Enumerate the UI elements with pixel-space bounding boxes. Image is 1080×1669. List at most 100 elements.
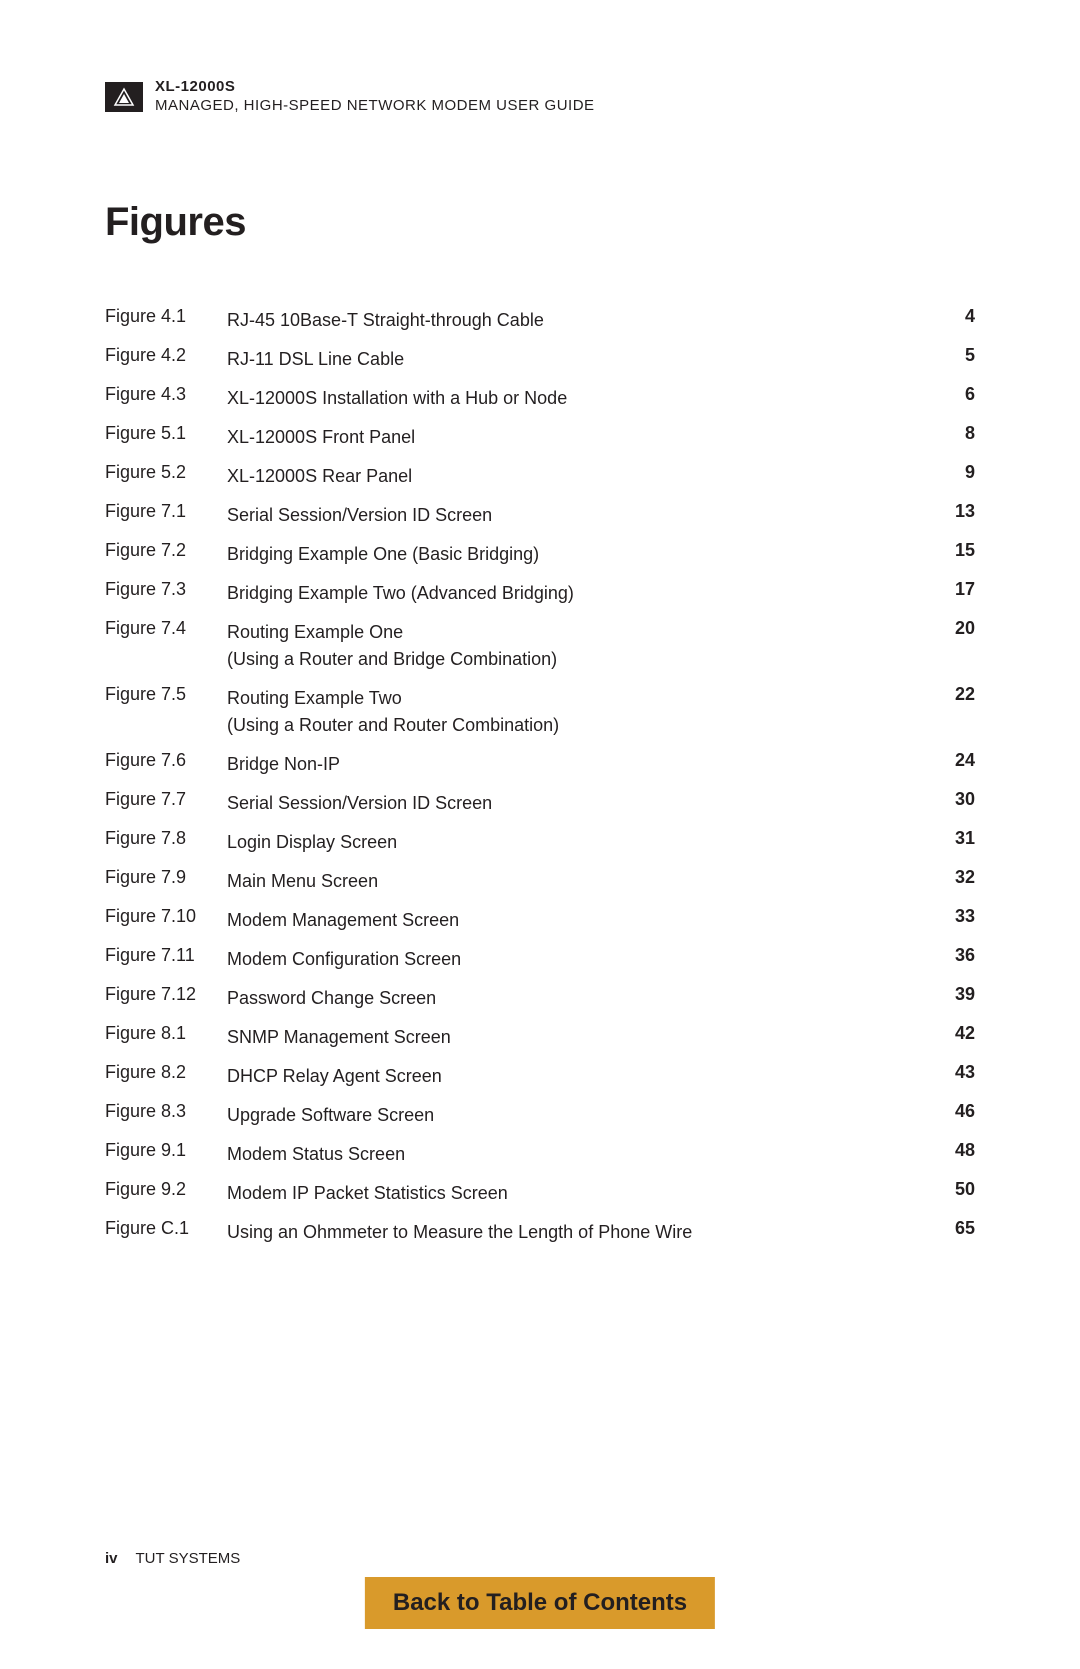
figure-description: Password Change Screen bbox=[227, 985, 935, 1012]
figure-label: Figure 7.11 bbox=[105, 946, 227, 964]
figure-label: Figure 7.5 bbox=[105, 685, 227, 703]
figure-label: Figure 7.12 bbox=[105, 985, 227, 1003]
figure-row[interactable]: Figure 7.6Bridge Non-IP24 bbox=[105, 751, 975, 778]
figure-page-number: 24 bbox=[935, 751, 975, 769]
figure-page-number: 33 bbox=[935, 907, 975, 925]
figure-label: Figure 8.2 bbox=[105, 1063, 227, 1081]
figure-label: Figure 9.2 bbox=[105, 1180, 227, 1198]
page-header: XL-12000S MANAGED, HIGH-SPEED NETWORK MO… bbox=[105, 78, 975, 116]
header-text-block: XL-12000S MANAGED, HIGH-SPEED NETWORK MO… bbox=[155, 78, 595, 116]
figure-page-number: 32 bbox=[935, 868, 975, 886]
figure-description: DHCP Relay Agent Screen bbox=[227, 1063, 935, 1090]
back-to-toc-button[interactable]: Back to Table of Contents bbox=[365, 1577, 715, 1629]
figure-description: Upgrade Software Screen bbox=[227, 1102, 935, 1129]
figure-label: Figure 8.1 bbox=[105, 1024, 227, 1042]
figure-page-number: 50 bbox=[935, 1180, 975, 1198]
figure-label: Figure 4.3 bbox=[105, 385, 227, 403]
figure-description: Bridge Non-IP bbox=[227, 751, 935, 778]
page-number-roman: iv bbox=[105, 1550, 118, 1567]
figure-row[interactable]: Figure 8.2DHCP Relay Agent Screen43 bbox=[105, 1063, 975, 1090]
figure-page-number: 39 bbox=[935, 985, 975, 1003]
footer-company: TUT SYSTEMS bbox=[136, 1550, 241, 1567]
figure-description: Modem IP Packet Statistics Screen bbox=[227, 1180, 935, 1207]
figure-description: XL-12000S Front Panel bbox=[227, 424, 935, 451]
figure-row[interactable]: Figure C.1Using an Ohmmeter to Measure t… bbox=[105, 1219, 975, 1246]
figure-page-number: 20 bbox=[935, 619, 975, 637]
figure-description: Bridging Example One (Basic Bridging) bbox=[227, 541, 935, 568]
figure-description: RJ-45 10Base-T Straight-through Cable bbox=[227, 307, 935, 334]
figure-page-number: 9 bbox=[935, 463, 975, 481]
figure-description: Routing Example Two (Using a Router and … bbox=[227, 685, 935, 739]
figure-description: Serial Session/Version ID Screen bbox=[227, 790, 935, 817]
figure-label: Figure 7.1 bbox=[105, 502, 227, 520]
figure-description: SNMP Management Screen bbox=[227, 1024, 935, 1051]
figure-row[interactable]: Figure 7.5Routing Example Two (Using a R… bbox=[105, 685, 975, 739]
figure-row[interactable]: Figure 5.1XL-12000S Front Panel8 bbox=[105, 424, 975, 451]
figure-description: Login Display Screen bbox=[227, 829, 935, 856]
figure-label: Figure 7.4 bbox=[105, 619, 227, 637]
figure-page-number: 42 bbox=[935, 1024, 975, 1042]
figure-row[interactable]: Figure 7.4Routing Example One (Using a R… bbox=[105, 619, 975, 673]
figure-label: Figure 7.10 bbox=[105, 907, 227, 925]
figure-description: XL-12000S Rear Panel bbox=[227, 463, 935, 490]
footer-page-number: iv TUT SYSTEMS bbox=[105, 1550, 240, 1567]
figure-row[interactable]: Figure 7.12Password Change Screen39 bbox=[105, 985, 975, 1012]
figure-row[interactable]: Figure 9.2Modem IP Packet Statistics Scr… bbox=[105, 1180, 975, 1207]
figure-row[interactable]: Figure 8.1SNMP Management Screen42 bbox=[105, 1024, 975, 1051]
figure-page-number: 5 bbox=[935, 346, 975, 364]
figure-label: Figure 4.2 bbox=[105, 346, 227, 364]
figure-page-number: 8 bbox=[935, 424, 975, 442]
figure-page-number: 17 bbox=[935, 580, 975, 598]
figure-row[interactable]: Figure 4.3XL-12000S Installation with a … bbox=[105, 385, 975, 412]
figure-row[interactable]: Figure 7.10Modem Management Screen33 bbox=[105, 907, 975, 934]
figure-page-number: 48 bbox=[935, 1141, 975, 1159]
figure-page-number: 43 bbox=[935, 1063, 975, 1081]
logo-arrow-icon bbox=[113, 87, 135, 107]
figure-page-number: 31 bbox=[935, 829, 975, 847]
figure-row[interactable]: Figure 7.2Bridging Example One (Basic Br… bbox=[105, 541, 975, 568]
figure-label: Figure 8.3 bbox=[105, 1102, 227, 1120]
figure-description: Main Menu Screen bbox=[227, 868, 935, 895]
figure-row[interactable]: Figure 4.2RJ-11 DSL Line Cable5 bbox=[105, 346, 975, 373]
figure-label: Figure 5.1 bbox=[105, 424, 227, 442]
figure-row[interactable]: Figure 5.2XL-12000S Rear Panel9 bbox=[105, 463, 975, 490]
model-number: XL-12000S bbox=[155, 78, 595, 97]
figure-row[interactable]: Figure 4.1RJ-45 10Base-T Straight-throug… bbox=[105, 307, 975, 334]
figure-page-number: 6 bbox=[935, 385, 975, 403]
figure-description: Serial Session/Version ID Screen bbox=[227, 502, 935, 529]
figure-label: Figure 7.8 bbox=[105, 829, 227, 847]
figure-description: Routing Example One (Using a Router and … bbox=[227, 619, 935, 673]
figure-row[interactable]: Figure 8.3Upgrade Software Screen46 bbox=[105, 1102, 975, 1129]
figure-description: Modem Management Screen bbox=[227, 907, 935, 934]
section-title-figures: Figures bbox=[105, 200, 975, 245]
figure-page-number: 65 bbox=[935, 1219, 975, 1237]
figure-row[interactable]: Figure 9.1Modem Status Screen48 bbox=[105, 1141, 975, 1168]
figure-label: Figure 7.6 bbox=[105, 751, 227, 769]
figure-row[interactable]: Figure 7.3Bridging Example Two (Advanced… bbox=[105, 580, 975, 607]
document-page: XL-12000S MANAGED, HIGH-SPEED NETWORK MO… bbox=[0, 0, 1080, 1669]
figure-page-number: 4 bbox=[935, 307, 975, 325]
figure-row[interactable]: Figure 7.1Serial Session/Version ID Scre… bbox=[105, 502, 975, 529]
brand-logo bbox=[105, 82, 143, 112]
figure-label: Figure 5.2 bbox=[105, 463, 227, 481]
figure-label: Figure 7.9 bbox=[105, 868, 227, 886]
figure-row[interactable]: Figure 7.8Login Display Screen31 bbox=[105, 829, 975, 856]
figure-row[interactable]: Figure 7.11Modem Configuration Screen36 bbox=[105, 946, 975, 973]
figure-description: RJ-11 DSL Line Cable bbox=[227, 346, 935, 373]
figure-label: Figure 7.2 bbox=[105, 541, 227, 559]
figure-row[interactable]: Figure 7.9Main Menu Screen32 bbox=[105, 868, 975, 895]
figure-description: Modem Status Screen bbox=[227, 1141, 935, 1168]
figure-description: Bridging Example Two (Advanced Bridging) bbox=[227, 580, 935, 607]
figure-label: Figure 4.1 bbox=[105, 307, 227, 325]
figure-page-number: 46 bbox=[935, 1102, 975, 1120]
figure-label: Figure 7.7 bbox=[105, 790, 227, 808]
figure-description: Modem Configuration Screen bbox=[227, 946, 935, 973]
figure-page-number: 36 bbox=[935, 946, 975, 964]
figures-list: Figure 4.1RJ-45 10Base-T Straight-throug… bbox=[105, 307, 975, 1246]
figure-row[interactable]: Figure 7.7Serial Session/Version ID Scre… bbox=[105, 790, 975, 817]
figure-page-number: 13 bbox=[935, 502, 975, 520]
figure-description: Using an Ohmmeter to Measure the Length … bbox=[227, 1219, 935, 1246]
figure-label: Figure 7.3 bbox=[105, 580, 227, 598]
figure-page-number: 22 bbox=[935, 685, 975, 703]
figure-label: Figure C.1 bbox=[105, 1219, 227, 1237]
